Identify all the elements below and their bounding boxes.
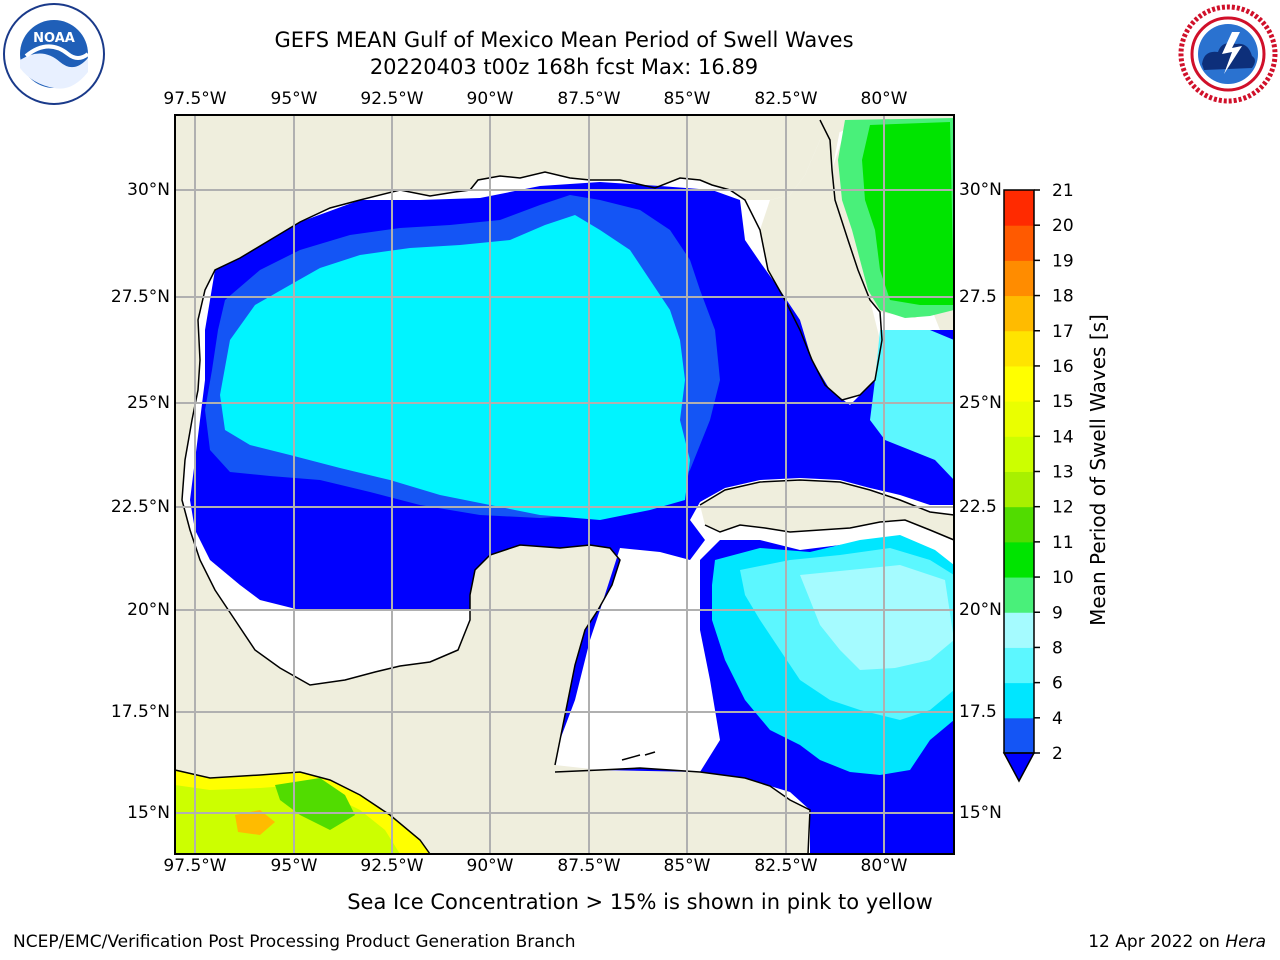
colorbar-extend-triangle bbox=[1002, 752, 1036, 783]
colorbar-tick-label: 8 bbox=[1052, 638, 1063, 658]
colorbar-segment bbox=[1004, 471, 1034, 508]
colorbar-label: Mean Period of Swell Waves [s] bbox=[1086, 314, 1110, 626]
lon-label-top: 85°W bbox=[663, 89, 711, 109]
lon-label-top: 92.5°W bbox=[360, 89, 424, 109]
colorbar-tick-label: 19 bbox=[1052, 251, 1074, 271]
colorbar-segment bbox=[1004, 330, 1034, 367]
lon-label-top: 82.5°W bbox=[754, 89, 818, 109]
colorbar-segment bbox=[1004, 647, 1034, 684]
colorbar-tick-label: 21 bbox=[1052, 181, 1074, 201]
noaa-logo-text: NOAA bbox=[33, 31, 75, 46]
footer-date: 12 Apr 2022 on Hera bbox=[1088, 932, 1266, 952]
lon-label-bottom: 82.5°W bbox=[754, 856, 818, 876]
lon-label-top: 80°W bbox=[860, 89, 908, 109]
lon-label-bottom: 85°W bbox=[663, 856, 711, 876]
map-subtitle: 20220403 t00z 168h fcst Max: 16.89 bbox=[369, 55, 759, 79]
colorbar-segment bbox=[1004, 506, 1034, 543]
lon-label-bottom: 97.5°W bbox=[163, 856, 227, 876]
lon-label-top: 97.5°W bbox=[163, 89, 227, 109]
lon-label-top: 90°W bbox=[466, 89, 514, 109]
colorbar-tick-label: 10 bbox=[1052, 568, 1074, 588]
lat-label-right: 20°N bbox=[959, 600, 1002, 620]
lat-label-left: 17.5°N bbox=[110, 702, 170, 722]
colorbar-tick-label: 14 bbox=[1052, 427, 1074, 447]
colorbar-segment bbox=[1004, 436, 1034, 472]
colorbar-tick-label: 9 bbox=[1052, 603, 1063, 623]
swell-cyan-4to6 bbox=[220, 215, 690, 520]
lat-label-right: 22.5 bbox=[959, 497, 997, 517]
colorbar-segment bbox=[1004, 682, 1034, 719]
colorbar-segment bbox=[1004, 612, 1034, 648]
lon-label-top: 95°W bbox=[270, 89, 318, 109]
land-cuba bbox=[700, 480, 954, 540]
lon-label-bottom: 92.5°W bbox=[360, 856, 424, 876]
lon-label-top: 87.5°W bbox=[557, 89, 621, 109]
coastlines bbox=[174, 119, 955, 855]
colorbar-segment bbox=[1004, 541, 1034, 578]
pacific-swell-orange bbox=[235, 810, 275, 835]
colorbar-segment bbox=[1004, 365, 1034, 402]
footer-credit: NCEP/EMC/Verification Post Processing Pr… bbox=[13, 932, 576, 952]
lat-label-right: 15°N bbox=[959, 803, 1002, 823]
lat-label-right: 17.5 bbox=[959, 702, 997, 722]
colorbar-segment bbox=[1004, 295, 1034, 332]
swell-paleblue-8to9 bbox=[800, 565, 954, 670]
lat-label-left: 20°N bbox=[127, 600, 170, 620]
noaa-logo-icon: NOAA bbox=[3, 3, 105, 105]
footer-date-text: 12 Apr 2022 on bbox=[1088, 932, 1226, 952]
lon-label-bottom: 80°W bbox=[860, 856, 908, 876]
lat-label-right: 27.5 bbox=[959, 287, 997, 307]
colorbar-segment bbox=[1004, 717, 1034, 754]
lon-label-bottom: 90°W bbox=[466, 856, 514, 876]
colorbar-tick-label: 13 bbox=[1052, 463, 1074, 483]
colorbar-tick-label: 6 bbox=[1052, 674, 1063, 694]
lon-label-bottom: 87.5°W bbox=[557, 856, 621, 876]
lat-label-left: 30°N bbox=[127, 180, 170, 200]
lat-label-right: 30°N bbox=[959, 180, 1002, 200]
graticule bbox=[175, 115, 954, 854]
footer-host: Hera bbox=[1225, 932, 1266, 952]
swell-cyan-east bbox=[870, 330, 954, 480]
colorbar-tick-label: 20 bbox=[1052, 216, 1074, 236]
map-title: GEFS MEAN Gulf of Mexico Mean Period of … bbox=[274, 28, 854, 52]
lat-label-left: 27.5°N bbox=[110, 287, 170, 307]
sea-ice-caption: Sea Ice Concentration > 15% is shown in … bbox=[347, 890, 933, 914]
map-frame bbox=[174, 114, 955, 855]
colorbar-tick-label: 2 bbox=[1052, 744, 1063, 764]
colorbar-segment bbox=[1004, 225, 1034, 261]
colorbar-tick-label: 18 bbox=[1052, 287, 1074, 307]
colorbar-tick-label: 12 bbox=[1052, 498, 1074, 518]
lat-label-left: 15°N bbox=[127, 803, 170, 823]
lon-label-bottom: 95°W bbox=[270, 856, 318, 876]
colorbar-segment bbox=[1004, 401, 1034, 437]
colorbar-tick-label: 15 bbox=[1052, 392, 1074, 412]
lat-label-right: 25°N bbox=[959, 393, 1002, 413]
colorbar-segment bbox=[1004, 577, 1034, 613]
lat-label-left: 22.5°N bbox=[110, 497, 170, 517]
map-plot-area bbox=[174, 114, 955, 855]
nws-logo-icon bbox=[1178, 4, 1278, 104]
colorbar-tick-label: 4 bbox=[1052, 709, 1063, 729]
lat-label-left: 25°N bbox=[127, 393, 170, 413]
colorbar-segment bbox=[1004, 190, 1034, 226]
colorbar: 2 4 6 8 9 10 11 12 13 14 15 16 17 18 19 20 21 bbox=[1002, 181, 1074, 783]
colorbar-tick-label: 16 bbox=[1052, 357, 1074, 377]
colorbar-tick-label: 17 bbox=[1052, 322, 1074, 342]
colorbar-segment bbox=[1004, 260, 1034, 297]
land-florida bbox=[760, 130, 880, 400]
colorbar-tick-label: 11 bbox=[1052, 533, 1074, 553]
